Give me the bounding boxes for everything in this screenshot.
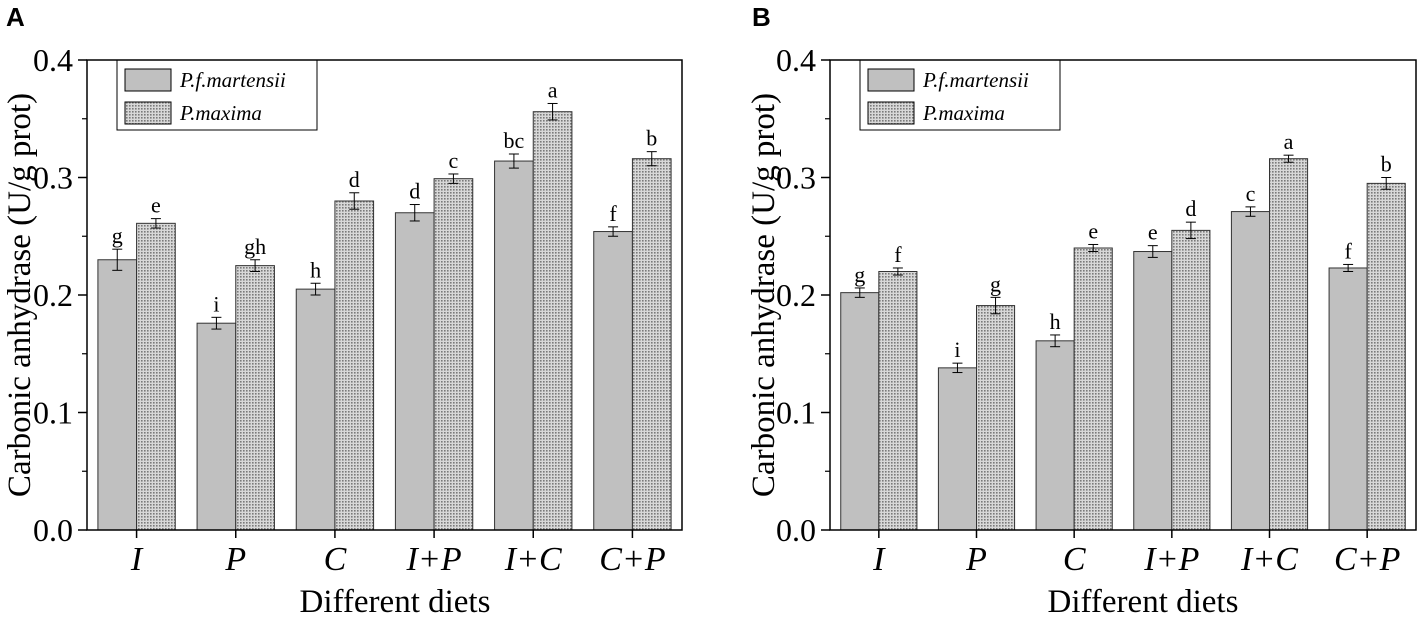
legend: P.f.martensii P.maxima [859, 59, 1061, 131]
y-tick-label: 0.3 [776, 160, 816, 196]
x-tick-label: C+P [1334, 541, 1400, 578]
x-tick-label: I+P [406, 541, 462, 578]
significance-label: g [854, 262, 865, 287]
y-tick-label: 0.0 [33, 512, 73, 548]
bar [1073, 247, 1113, 531]
legend-label-series-2: P.maxima [179, 101, 262, 125]
legend-label-series-2: P.maxima [922, 101, 1005, 125]
bar [631, 158, 672, 531]
significance-label: g [112, 223, 123, 248]
significance-label: b [1381, 152, 1392, 177]
x-tick-label: I [872, 541, 886, 578]
significance-label: f [894, 242, 902, 267]
bar [196, 322, 237, 531]
x-axis-title: Different diets [300, 584, 491, 620]
bar [494, 160, 534, 531]
plot-frame [86, 59, 683, 531]
significance-label: d [1185, 196, 1196, 221]
bar [394, 212, 435, 531]
x-tick-label: I+P [1143, 541, 1199, 578]
significance-label: gh [244, 234, 266, 259]
y-axis-title: Carbonic anhydrase (U/g prot) [746, 93, 782, 497]
significance-label: f [1344, 238, 1352, 263]
x-tick-label: P [965, 541, 987, 578]
legend: P.f.martensii P.maxima [116, 59, 318, 131]
bar [976, 305, 1016, 531]
bar [1328, 267, 1368, 531]
significance-label: e [1088, 218, 1098, 243]
bar [1133, 251, 1173, 531]
bar [1171, 229, 1211, 531]
significance-label: c [1246, 181, 1256, 206]
y-tick-label: 0.1 [776, 395, 816, 431]
bar [136, 222, 176, 531]
x-tick-label: I+C [504, 541, 562, 578]
significance-label: i [213, 291, 219, 316]
legend-label-series-1: P.f.martensii [922, 68, 1029, 92]
bar [1366, 182, 1406, 531]
bar [1035, 340, 1075, 531]
bar [1269, 158, 1309, 531]
bar [937, 367, 977, 531]
x-axis-title: Different diets [1048, 584, 1239, 620]
y-tick-label: 0.2 [776, 277, 816, 313]
legend-swatch-series-1 [124, 68, 172, 92]
legend-swatch-series-2 [124, 101, 172, 125]
chart-panel-a: A Carbonic anhydrase (U/g prot) Differen… [2, 2, 683, 620]
significance-label: i [954, 337, 960, 362]
legend-label-series-1: P.f.martensii [179, 68, 286, 92]
y-tick-label: 0.4 [776, 42, 816, 78]
significance-label: bc [504, 128, 525, 153]
significance-label: h [310, 257, 321, 282]
bar [532, 111, 573, 531]
bar [334, 200, 375, 531]
y-tick-label: 0.2 [33, 277, 73, 313]
significance-label: h [1050, 309, 1061, 334]
bar [433, 178, 474, 531]
bar [97, 259, 138, 531]
y-axis-title: Carbonic anhydrase (U/g prot) [2, 93, 38, 497]
significance-label: a [1284, 129, 1294, 154]
y-tick-label: 0.1 [33, 395, 73, 431]
y-tick-label: 0.4 [33, 42, 73, 78]
panel-label: A [6, 2, 25, 32]
chart-panel-b: B Carbonic anhydrase (U/g prot) Differen… [746, 2, 1417, 620]
significance-label: e [151, 193, 161, 218]
x-tick-label: C+P [599, 541, 665, 578]
y-tick-label: 0.0 [776, 512, 816, 548]
significance-label: a [548, 77, 558, 102]
panel-label: B [752, 2, 771, 32]
significance-label: g [990, 271, 1001, 296]
significance-label: e [1148, 220, 1158, 245]
bar [840, 292, 880, 531]
bar [295, 288, 336, 531]
bar [878, 271, 918, 531]
plot-frame [829, 59, 1417, 531]
bar [593, 231, 633, 531]
legend-swatch-series-2 [867, 101, 915, 125]
x-tick-label: C [1063, 541, 1086, 578]
legend-swatch-series-1 [867, 68, 915, 92]
significance-label: f [609, 201, 617, 226]
x-tick-label: C [324, 541, 347, 578]
significance-label: c [449, 148, 459, 173]
x-tick-label: P [224, 541, 246, 578]
x-tick-label: I+C [1240, 541, 1298, 578]
y-tick-label: 0.3 [33, 160, 73, 196]
bar [235, 265, 275, 531]
bar [1230, 211, 1271, 531]
significance-label: b [646, 126, 657, 151]
x-tick-label: I [130, 541, 144, 578]
significance-label: d [409, 179, 420, 204]
significance-label: d [349, 167, 360, 192]
